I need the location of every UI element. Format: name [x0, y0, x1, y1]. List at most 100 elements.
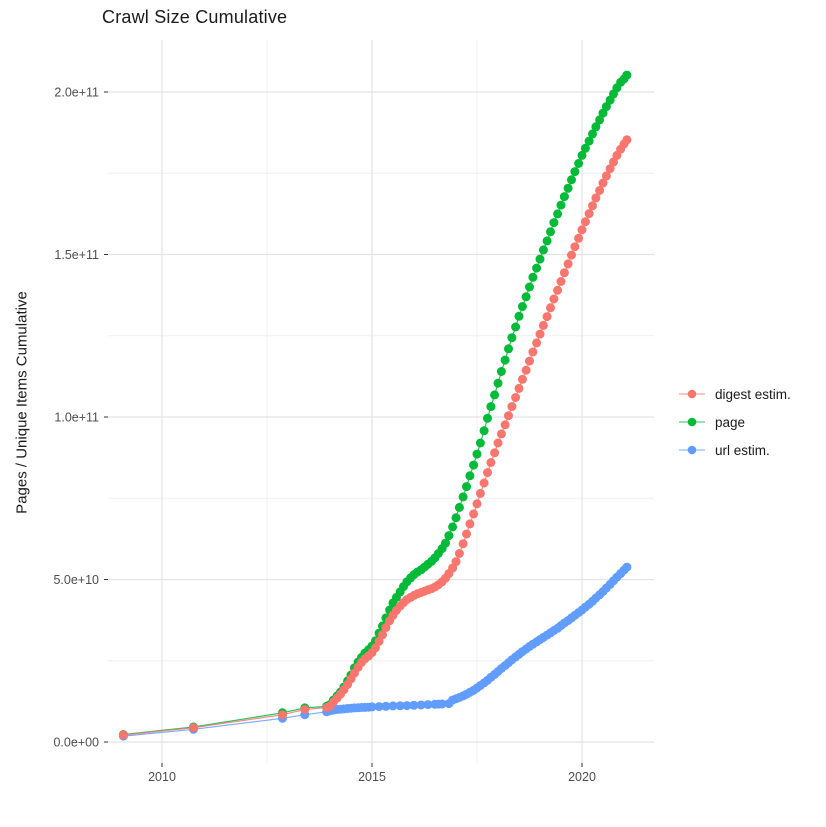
data-point: [479, 478, 489, 488]
data-point: [381, 623, 391, 633]
data-point: [574, 159, 584, 168]
data-point: [374, 702, 384, 712]
data-point: [472, 449, 482, 459]
data-point: [563, 259, 573, 269]
data-point: [496, 367, 506, 376]
data-point: [479, 426, 489, 436]
data-point: [500, 355, 510, 365]
data-point: [444, 531, 454, 541]
data-point: [517, 374, 527, 384]
data-point: [605, 164, 615, 174]
legend: digest estim. page url estim.: [678, 380, 791, 464]
data-point: [542, 312, 552, 322]
data-point: [469, 509, 479, 519]
data-point: [507, 333, 517, 343]
data-point: [462, 482, 471, 492]
data-point: [475, 488, 485, 498]
x-axis-labels: 2010 2015 2020: [148, 770, 596, 784]
data-point: [511, 322, 521, 332]
series-page: [118, 70, 632, 739]
legend-label: url estim.: [715, 442, 770, 458]
data-point: [451, 513, 461, 523]
data-point: [458, 539, 468, 549]
data-point: [542, 236, 552, 246]
data-point: [514, 383, 524, 393]
axis-ticks: [104, 91, 583, 767]
data-point: [469, 460, 479, 470]
data-point: [521, 365, 531, 375]
data-point: [567, 175, 576, 185]
data-point: [483, 413, 492, 423]
data-point: [189, 723, 198, 733]
y-axis-title: Pages / Unique Items Cumulative: [13, 291, 31, 514]
data-point: [559, 192, 569, 202]
data-point: [496, 429, 506, 439]
data-point: [475, 438, 485, 448]
data-point: [462, 529, 471, 539]
data-point: [622, 562, 632, 572]
data-point: [465, 471, 475, 481]
legend-item-url-estim: url estim.: [678, 436, 791, 464]
data-point: [546, 227, 555, 237]
data-point: [465, 519, 475, 529]
data-point: [528, 347, 538, 357]
data-point: [472, 499, 482, 509]
data-point: [588, 129, 597, 139]
data-point: [451, 557, 461, 567]
data-point: [493, 438, 503, 448]
legend-item-digest-estim: digest estim.: [678, 380, 791, 408]
data-point: [528, 272, 538, 282]
x-tick-label: 2015: [358, 770, 386, 784]
x-tick-label: 2010: [148, 770, 176, 784]
legend-key-icon: [679, 445, 705, 455]
data-point: [549, 294, 559, 304]
data-point: [514, 311, 524, 321]
data-point: [595, 186, 605, 195]
y-axis-labels: 0.0e+00 5.0e+10 1.0e+11 1.5e+11 2.0e+11: [53, 85, 99, 749]
data-point: [546, 303, 555, 313]
data-point: [486, 458, 496, 467]
y-tick-label: 1.0e+11: [54, 410, 99, 424]
data-point: [577, 225, 587, 235]
data-point: [556, 200, 566, 210]
data-point: [598, 178, 608, 188]
data-point: [588, 201, 597, 211]
data-point: [483, 468, 492, 478]
data-point: [278, 710, 287, 720]
series-digest-estim: [118, 135, 632, 740]
y-tick-label: 1.5e+11: [54, 248, 99, 262]
data-point: [486, 402, 496, 412]
data-point: [525, 356, 534, 366]
data-point: [570, 167, 580, 177]
data-point: [367, 702, 377, 712]
data-point: [423, 700, 433, 710]
chart-title: Crawl Size Cumulative: [102, 7, 288, 27]
legend-key-icon: [679, 417, 705, 427]
data-point: [595, 115, 605, 125]
data-point: [577, 150, 587, 160]
data-point: [388, 701, 398, 711]
data-point: [378, 630, 387, 640]
data-point: [622, 70, 632, 80]
data-point: [535, 329, 545, 339]
data-point: [567, 250, 576, 260]
data-point: [409, 700, 419, 710]
data-point: [601, 171, 611, 181]
legend-label: page: [715, 414, 746, 430]
data-point: [580, 143, 590, 153]
data-point: [511, 393, 521, 402]
data-point: [300, 705, 310, 714]
data-point: [535, 254, 545, 264]
y-tick-label: 0.0e+00: [53, 735, 99, 749]
data-point: [441, 538, 450, 548]
data-point: [584, 136, 594, 146]
x-tick-label: 2020: [568, 770, 596, 784]
data-point: [504, 411, 513, 421]
data-point: [402, 701, 412, 711]
data-point: [416, 700, 426, 710]
data-point: [532, 338, 542, 348]
data-point: [395, 701, 405, 711]
data-point: [584, 209, 594, 219]
